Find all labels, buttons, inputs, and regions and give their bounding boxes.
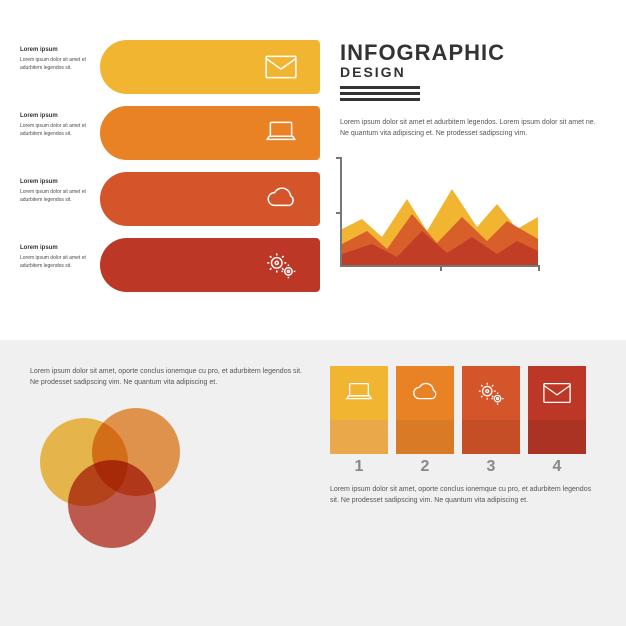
ribbon-notch [396, 420, 454, 454]
bottom-section: Lorem ipsum dolor sit amet, oporte concl… [0, 340, 626, 626]
ribbon-notch [528, 420, 586, 454]
bar-title: Lorem ipsum [20, 244, 94, 253]
bottom-right-text: Lorem ipsum dolor sit amet, oporte concl… [330, 484, 596, 506]
ribbon-notch [462, 420, 520, 454]
ribbons-row: 1 2 3 4 [330, 366, 596, 454]
envelope-icon [264, 50, 298, 84]
venn-diagram [40, 408, 200, 548]
ribbon: 2 [396, 366, 454, 454]
ribbon-number: 3 [462, 458, 520, 476]
laptop-icon [344, 378, 374, 408]
bottom-right: 1 2 3 4 Lorem ipsum dolor sit amet, opor… [330, 366, 596, 606]
gears-icon [264, 248, 298, 282]
main-title: INFOGRAPHIC [340, 40, 606, 66]
area-chart [340, 157, 540, 267]
bar-row: Lorem ipsum Lorem ipsum dolor sit amet e… [20, 40, 320, 94]
main-subtitle: DESIGN [340, 64, 606, 80]
bar-shape [100, 106, 320, 160]
ribbon-top [330, 366, 388, 420]
bar-text: Lorem ipsum Lorem ipsum dolor sit amet e… [20, 172, 100, 226]
bottom-left-text: Lorem ipsum dolor sit amet, oporte concl… [30, 366, 310, 388]
bar-shape [100, 238, 320, 292]
bars-column: Lorem ipsum Lorem ipsum dolor sit amet e… [20, 30, 320, 320]
bar-row: Lorem ipsum Lorem ipsum dolor sit amet e… [20, 172, 320, 226]
area-chart-svg [342, 159, 538, 265]
envelope-icon [542, 378, 572, 408]
ribbon: 3 [462, 366, 520, 454]
bar-title: Lorem ipsum [20, 178, 94, 187]
bar-body: Lorem ipsum dolor sit amet et adurbitem … [20, 123, 94, 138]
ribbon: 4 [528, 366, 586, 454]
bar-row: Lorem ipsum Lorem ipsum dolor sit amet e… [20, 238, 320, 292]
infographic-root: Lorem ipsum Lorem ipsum dolor sit amet e… [0, 0, 626, 626]
bottom-left: Lorem ipsum dolor sit amet, oporte concl… [30, 366, 310, 606]
bar-body: Lorem ipsum dolor sit amet et adurbitem … [20, 189, 94, 204]
bar-text: Lorem ipsum Lorem ipsum dolor sit amet e… [20, 238, 100, 292]
ribbon-top [396, 366, 454, 420]
bar-row: Lorem ipsum Lorem ipsum dolor sit amet e… [20, 106, 320, 160]
ribbon-notch [330, 420, 388, 454]
bar-shape [100, 172, 320, 226]
bar-title: Lorem ipsum [20, 46, 94, 55]
cloud-icon [264, 182, 298, 216]
ribbon-number: 1 [330, 458, 388, 476]
title-underline [340, 86, 606, 101]
bar-text: Lorem ipsum Lorem ipsum dolor sit amet e… [20, 106, 100, 160]
bar-title: Lorem ipsum [20, 112, 94, 121]
ribbon-number: 4 [528, 458, 586, 476]
bar-body: Lorem ipsum dolor sit amet et adurbitem … [20, 57, 94, 72]
ribbon-number: 2 [396, 458, 454, 476]
bar-text: Lorem ipsum Lorem ipsum dolor sit amet e… [20, 40, 100, 94]
header-column: INFOGRAPHIC DESIGN Lorem ipsum dolor sit… [340, 30, 606, 320]
bar-body: Lorem ipsum dolor sit amet et adurbitem … [20, 255, 94, 270]
bar-shape [100, 40, 320, 94]
ribbon: 1 [330, 366, 388, 454]
laptop-icon [264, 116, 298, 150]
ribbon-top [528, 366, 586, 420]
gears-icon [476, 378, 506, 408]
ribbon-top [462, 366, 520, 420]
cloud-icon [410, 378, 440, 408]
venn-circle [68, 460, 156, 548]
intro-text: Lorem ipsum dolor sit amet et adurbitem … [340, 117, 606, 139]
top-section: Lorem ipsum Lorem ipsum dolor sit amet e… [0, 0, 626, 340]
